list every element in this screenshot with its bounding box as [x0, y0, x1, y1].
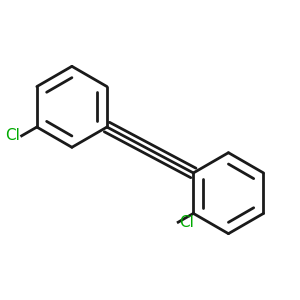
Text: Cl: Cl — [5, 128, 20, 143]
Text: Cl: Cl — [179, 215, 194, 230]
